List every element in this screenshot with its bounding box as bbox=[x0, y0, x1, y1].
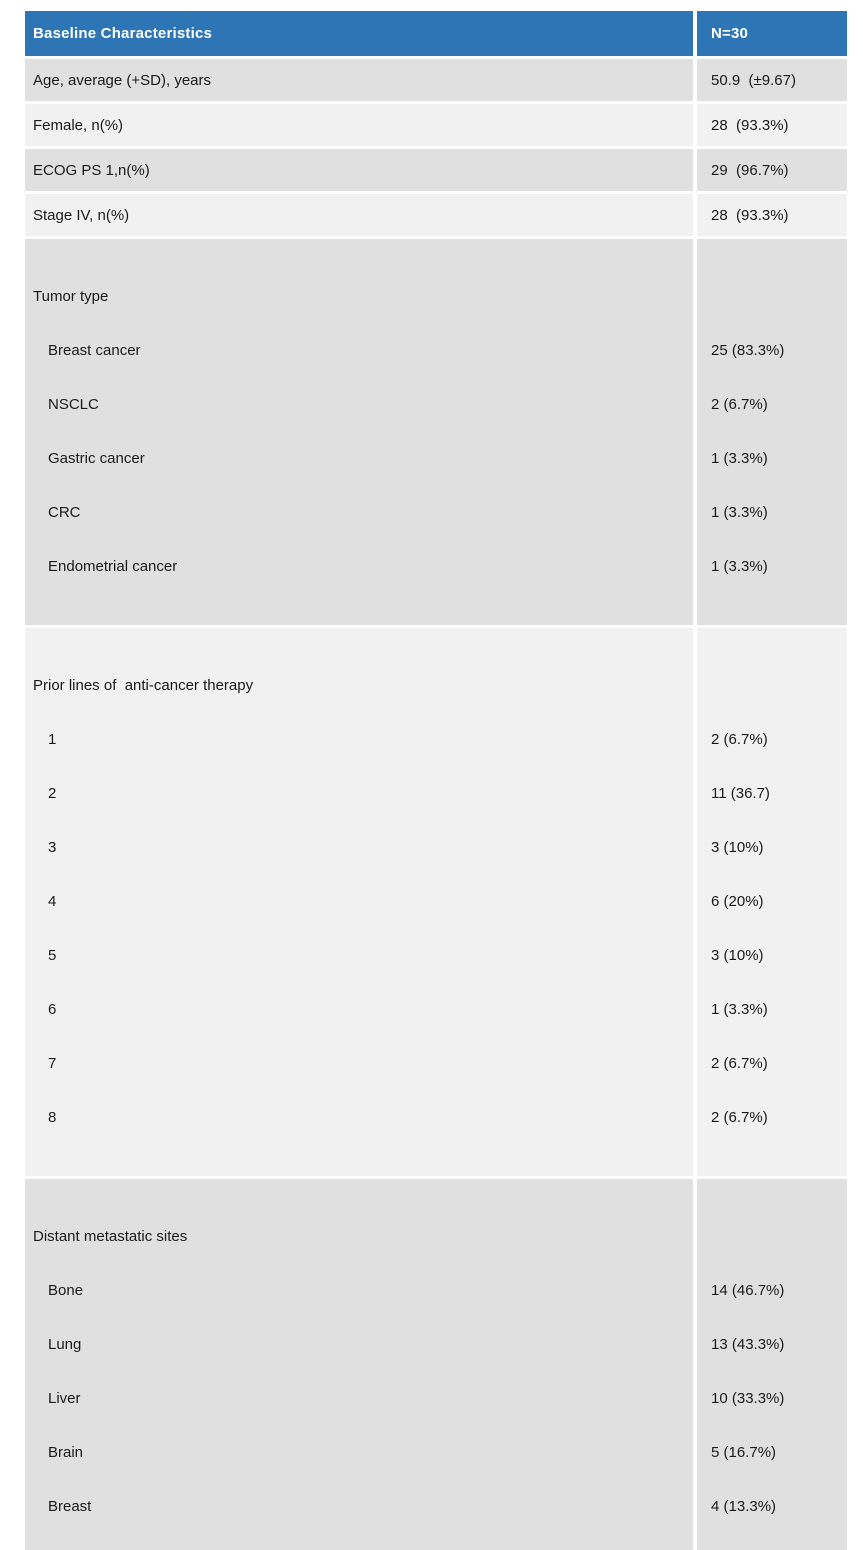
group-item-value: 13 (43.3%) bbox=[711, 1336, 785, 1353]
table-row-ecog: ECOG PS 1,n(%) 29 (96.7%) bbox=[25, 149, 847, 191]
table-row-distant-metastatic-sites: Distant metastatic sites Bone Lung Liver… bbox=[25, 1179, 847, 1550]
row-value: 28 (93.3%) bbox=[697, 194, 847, 236]
group-item-value: 1 (3.3%) bbox=[711, 450, 768, 467]
row-label: ECOG PS 1,n(%) bbox=[25, 149, 693, 191]
table-row-tumor-type: Tumor type Breast cancer NSCLC Gastric c… bbox=[25, 239, 847, 625]
group-item-label: CRC bbox=[48, 504, 81, 521]
group-labels: Distant metastatic sites Bone Lung Liver… bbox=[25, 1179, 693, 1550]
table-header-label: Baseline Characteristics bbox=[25, 11, 693, 56]
baseline-characteristics-table: Baseline Characteristics N=30 Age, avera… bbox=[25, 11, 847, 1550]
group-item-value: 10 (33.3%) bbox=[711, 1390, 785, 1407]
table-row-female: Female, n(%) 28 (93.3%) bbox=[25, 104, 847, 146]
group-item-label: 6 bbox=[48, 1001, 57, 1018]
table-header-n-value: N=30 bbox=[697, 11, 847, 56]
group-item-label: 7 bbox=[48, 1055, 57, 1072]
group-labels: Prior lines of anti-cancer therapy 1 2 3… bbox=[25, 628, 693, 1176]
group-heading: Tumor type bbox=[33, 288, 109, 305]
group-item-label: 5 bbox=[48, 947, 57, 964]
group-item-label: Bone bbox=[48, 1282, 84, 1299]
row-label: Stage IV, n(%) bbox=[25, 194, 693, 236]
group-item-value: 3 (10%) bbox=[711, 947, 764, 964]
value-spacer bbox=[697, 1227, 847, 1247]
group-item-label: Lung bbox=[48, 1336, 82, 1353]
group-item-value: 2 (6.7%) bbox=[711, 1109, 768, 1126]
table-row-prior-lines: Prior lines of anti-cancer therapy 1 2 3… bbox=[25, 628, 847, 1176]
group-item-label: Liver bbox=[48, 1390, 81, 1407]
group-values: 25 (83.3%) 2 (6.7%) 1 (3.3%) 1 (3.3%) 1 … bbox=[697, 239, 847, 625]
group-heading: Prior lines of anti-cancer therapy bbox=[33, 677, 254, 694]
group-item-label: 2 bbox=[48, 785, 57, 802]
group-item-label: 8 bbox=[48, 1109, 57, 1126]
row-label: Female, n(%) bbox=[25, 104, 693, 146]
group-values: 14 (46.7%) 13 (43.3%) 10 (33.3%) 5 (16.7… bbox=[697, 1179, 847, 1550]
table-row-age: Age, average (+SD), years 50.9 (±9.67) bbox=[25, 59, 847, 101]
group-item-value: 2 (6.7%) bbox=[711, 731, 768, 748]
group-values: 2 (6.7%) 11 (36.7) 3 (10%) 6 (20%) 3 (10… bbox=[697, 628, 847, 1176]
table-row-stage-iv: Stage IV, n(%) 28 (93.3%) bbox=[25, 194, 847, 236]
group-item-label: 1 bbox=[48, 731, 57, 748]
value-spacer bbox=[697, 676, 847, 696]
group-item-value: 25 (83.3%) bbox=[711, 342, 785, 359]
group-item-value: 2 (6.7%) bbox=[711, 1055, 768, 1072]
group-item-value: 1 (3.3%) bbox=[711, 1001, 768, 1018]
group-item-label: Brain bbox=[48, 1444, 84, 1461]
group-item-label: Breast bbox=[48, 1498, 92, 1515]
row-label: Age, average (+SD), years bbox=[25, 59, 693, 101]
group-item-label: Breast cancer bbox=[48, 342, 141, 359]
group-item-label: Endometrial cancer bbox=[48, 558, 178, 575]
group-item-value: 5 (16.7%) bbox=[711, 1444, 777, 1461]
table-header-row: Baseline Characteristics N=30 bbox=[25, 11, 847, 56]
row-value: 50.9 (±9.67) bbox=[697, 59, 847, 101]
group-labels: Tumor type Breast cancer NSCLC Gastric c… bbox=[25, 239, 693, 625]
group-heading: Distant metastatic sites bbox=[33, 1228, 188, 1245]
value-spacer bbox=[697, 287, 847, 307]
group-item-label: Gastric cancer bbox=[48, 450, 145, 467]
row-value: 28 (93.3%) bbox=[697, 104, 847, 146]
group-item-value: 4 (13.3%) bbox=[711, 1498, 777, 1515]
group-item-label: NSCLC bbox=[48, 396, 99, 413]
group-item-value: 11 (36.7) bbox=[711, 785, 770, 802]
group-item-label: 3 bbox=[48, 839, 57, 856]
group-item-value: 2 (6.7%) bbox=[711, 396, 768, 413]
group-item-value: 1 (3.3%) bbox=[711, 558, 768, 575]
row-value: 29 (96.7%) bbox=[697, 149, 847, 191]
group-item-value: 1 (3.3%) bbox=[711, 504, 768, 521]
group-item-value: 6 (20%) bbox=[711, 893, 764, 910]
group-item-value: 3 (10%) bbox=[711, 839, 764, 856]
group-item-value: 14 (46.7%) bbox=[711, 1282, 785, 1299]
group-item-label: 4 bbox=[48, 893, 57, 910]
